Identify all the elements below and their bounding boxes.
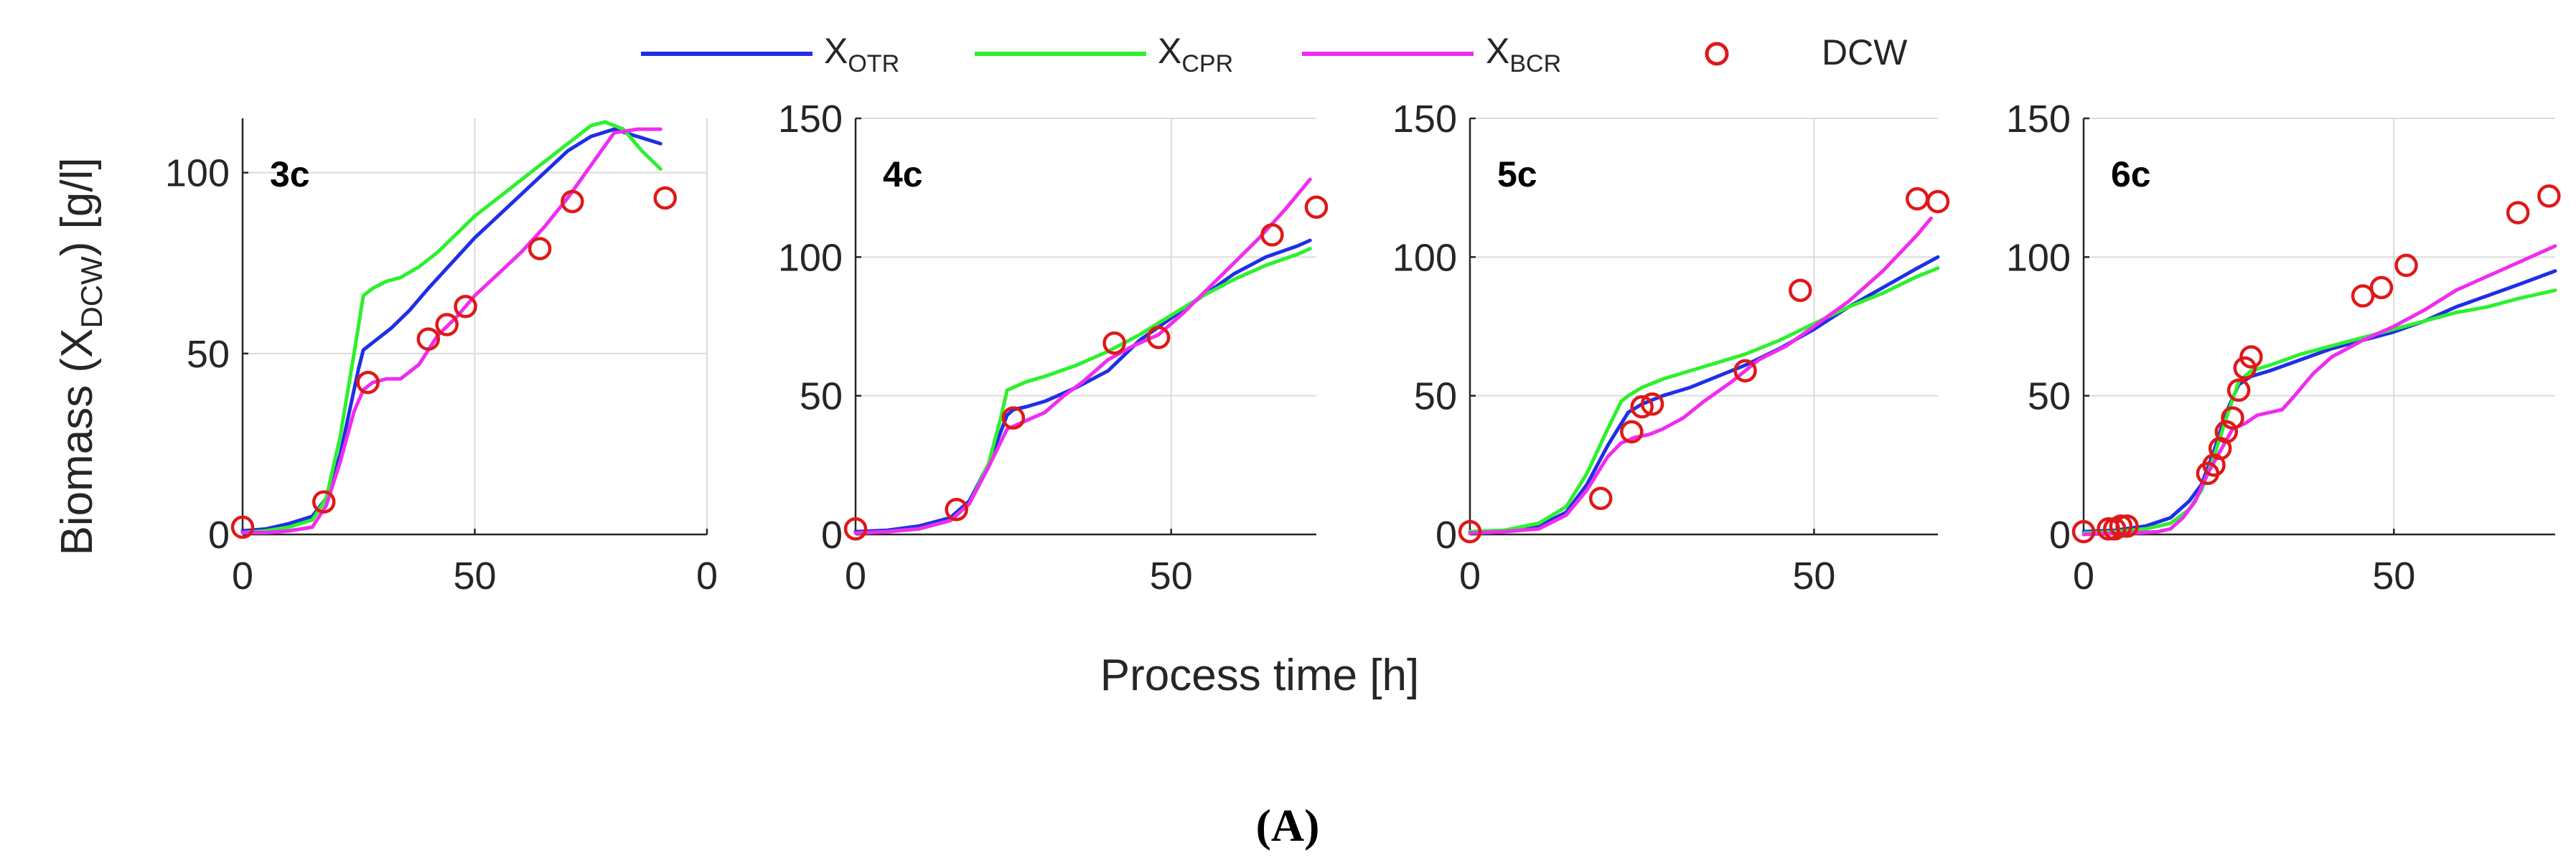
svg-text:XBCR: XBCR <box>1486 31 1561 77</box>
dcw-point-6c-9 <box>2221 406 2244 430</box>
dcw-point-6c-16 <box>2506 201 2530 225</box>
panel-3c: 0 50 100 0 50 0 3c <box>165 118 718 598</box>
legend: XOTR XCPR XBCR DCW <box>641 31 1908 77</box>
x-tick-label-4c-0: 0 <box>845 555 866 598</box>
dcw-point-6c-10 <box>2226 378 2251 402</box>
panel-4c: 0 50 100 150 0 50 4c <box>778 98 1329 598</box>
legend-item-otr: XOTR <box>641 31 899 77</box>
dcw-point-6c-0 <box>2071 519 2096 544</box>
dcw-point-5c-4 <box>1640 392 1664 416</box>
legend-label-dcw: DCW <box>1822 32 1908 72</box>
figure-caption: (A) <box>1256 800 1320 851</box>
legend-label-otr: X <box>824 31 848 71</box>
x-tick-label-4c-1: 50 <box>1150 555 1193 598</box>
series-line-x-bcr-4c <box>853 177 1312 535</box>
dcw-point-6c-12 <box>2239 345 2263 369</box>
dcw-point-6c-4 <box>2115 514 2139 538</box>
panel-label-6c: 6c <box>2111 154 2151 194</box>
dcw-point-5c-2 <box>1620 420 1644 444</box>
y-tick-label-6c-2: 100 <box>2006 236 2071 279</box>
dcw-point-3c-5 <box>454 295 477 319</box>
series-line-x-bcr-5c <box>1468 216 1933 535</box>
dcw-point-3c-0 <box>230 515 255 539</box>
x-tick-label-5c-1: 50 <box>1792 555 1835 598</box>
y-tick-label-5c-2: 100 <box>1392 236 1457 279</box>
dcw-point-6c-14 <box>2369 275 2394 300</box>
series-line-x-cpr-6c <box>2081 288 2557 535</box>
dcw-point-3c-6 <box>528 237 552 260</box>
series-line-x-otr-4c <box>853 238 1312 534</box>
legend-marker-dcw <box>1705 42 1729 66</box>
y-tick-label-3c-1: 50 <box>187 333 230 376</box>
dcw-point-3c-1 <box>312 490 336 514</box>
dcw-point-4c-4 <box>1146 326 1171 349</box>
y-tick-label-5c-3: 150 <box>1392 98 1457 141</box>
svg-text:XOTR: XOTR <box>824 31 899 77</box>
x-axis-title: Process time [h] <box>1100 651 1419 700</box>
dcw-point-6c-13 <box>2351 284 2375 308</box>
dcw-point-4c-0 <box>843 517 868 541</box>
y-tick-label-4c-1: 50 <box>800 375 843 418</box>
dcw-point-4c-6 <box>1304 195 1329 219</box>
dcw-point-4c-5 <box>1260 223 1284 247</box>
dcw-point-3c-8 <box>653 186 678 210</box>
series-line-x-bcr-6c <box>2081 244 2557 537</box>
panel-6c: 0 50 100 150 0 50 6c <box>2006 98 2561 598</box>
dcw-point-5c-7 <box>1905 187 1929 211</box>
series-line-x-cpr-4c <box>853 247 1312 535</box>
x-tick-label-6c-0: 0 <box>2073 555 2094 598</box>
series-line-x-otr-6c <box>2081 269 2557 534</box>
legend-sub-otr: OTR <box>848 50 899 77</box>
dcw-point-6c-15 <box>2394 253 2418 278</box>
legend-label-bcr: X <box>1486 31 1509 71</box>
y-tick-label-3c-2: 100 <box>165 152 230 195</box>
y-tick-label-4c-2: 100 <box>778 236 843 279</box>
series-line-x-cpr-3c <box>240 120 662 534</box>
dcw-point-3c-3 <box>416 327 441 351</box>
svg-text:XCPR: XCPR <box>1158 31 1233 77</box>
dcw-point-5c-0 <box>1458 519 1482 544</box>
y-axis-title: Biomass (XDCW) [g/l] <box>52 157 108 555</box>
dcw-point-4c-3 <box>1102 331 1126 355</box>
y-tick-label-6c-1: 50 <box>2028 375 2071 418</box>
dcw-point-6c-3 <box>2109 514 2133 538</box>
legend-sub-cpr: CPR <box>1181 50 1233 77</box>
legend-item-dcw: DCW <box>1705 32 1908 72</box>
dcw-point-5c-1 <box>1588 486 1613 510</box>
y-tick-label-6c-0: 0 <box>2049 514 2071 557</box>
x-tick-label-3c-0: 0 <box>232 555 253 598</box>
dcw-point-3c-4 <box>435 313 459 336</box>
legend-item-cpr: XCPR <box>975 31 1233 77</box>
x-tick-label-5c-0: 0 <box>1459 555 1481 598</box>
dcw-point-5c-3 <box>1630 395 1654 419</box>
dcw-point-5c-8 <box>1926 189 1950 214</box>
legend-label-cpr: X <box>1158 31 1181 71</box>
y-tick-label-6c-3: 150 <box>2006 98 2071 141</box>
y-tick-label-4c-3: 150 <box>778 98 843 141</box>
y-tick-label-5c-1: 50 <box>1414 375 1457 418</box>
legend-item-bcr: XBCR <box>1302 31 1561 77</box>
y-tick-label-5c-0: 0 <box>1435 514 1457 557</box>
x-tick-label-3c-1: 50 <box>453 555 496 598</box>
panel-label-3c: 3c <box>270 154 310 194</box>
y-tick-label-3c-0: 0 <box>208 514 230 557</box>
panel-5c: 0 50 100 150 0 50 5c <box>1392 98 1950 598</box>
dcw-point-3c-2 <box>356 370 380 395</box>
dcw-point-6c-11 <box>2233 356 2257 380</box>
legend-sub-bcr: BCR <box>1509 50 1561 77</box>
dcw-point-5c-5 <box>1733 359 1757 383</box>
series-line-x-cpr-5c <box>1468 266 1940 534</box>
panel-label-5c: 5c <box>1497 154 1537 194</box>
dcw-point-6c-8 <box>2214 420 2239 444</box>
dcw-point-4c-1 <box>945 497 968 522</box>
panel-label-4c: 4c <box>883 154 923 194</box>
dcw-point-4c-2 <box>1001 406 1026 430</box>
y-tick-label-4c-0: 0 <box>821 514 843 557</box>
x-tick-label-3c-2: 0 <box>696 555 718 598</box>
dcw-point-6c-17 <box>2537 184 2561 208</box>
dcw-point-5c-6 <box>1788 278 1812 302</box>
x-tick-label-6c-1: 50 <box>2372 555 2415 598</box>
dcw-point-3c-7 <box>561 189 584 214</box>
